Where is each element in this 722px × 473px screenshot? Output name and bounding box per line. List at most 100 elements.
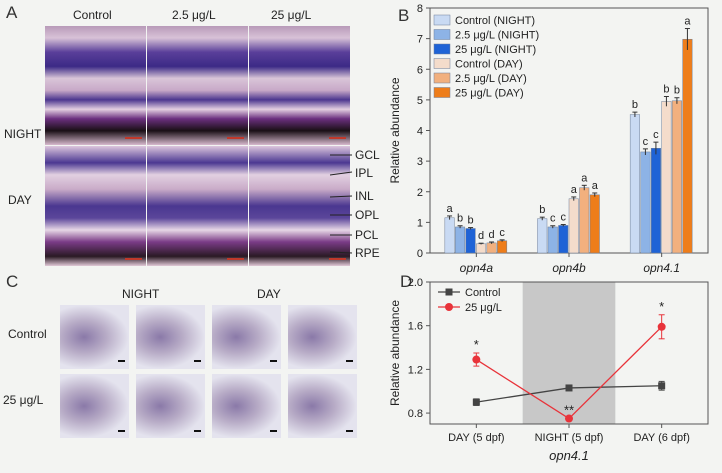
y-tick-label: 1.2: [408, 364, 423, 376]
legend-label: 25 μg/L (NIGHT): [455, 44, 536, 56]
larva-image-25-night-1: [60, 374, 129, 438]
scale-bar: [270, 360, 277, 362]
panel-a-row-label-day: DAY: [8, 193, 32, 207]
significance-letter: a: [684, 16, 691, 28]
y-tick-label: 0: [417, 248, 423, 260]
scale-bar: [346, 430, 353, 432]
larva-image-control-day-2: [288, 305, 357, 369]
scale-bar: [270, 430, 277, 432]
legend-swatch: [433, 72, 451, 84]
scale-bar: [329, 258, 346, 260]
significance-letter: b: [539, 204, 545, 216]
histology-day-25: [249, 146, 350, 266]
panel-c-col-label-day: DAY: [257, 287, 281, 301]
layer-label-inl: INL: [355, 189, 374, 203]
x-tick-label: opn4a: [460, 261, 494, 275]
bar: [444, 217, 455, 254]
legend: Control (NIGHT) 2.5 μg/L (NIGHT) 25 μg/L (…: [433, 14, 539, 100]
legend-swatch: [433, 87, 451, 98]
y-axis-ticks: 0.8 1.2 1.6 2.0: [408, 277, 430, 420]
histology-day-2.5: [147, 146, 248, 266]
significance-letter: c: [653, 129, 659, 141]
y-tick-label: 2.0: [408, 277, 423, 289]
panel-a-letter: A: [6, 3, 18, 22]
layer-label-gcl: GCL: [355, 148, 380, 162]
y-tick-label: 8: [417, 3, 423, 15]
significance-letter: b: [632, 99, 638, 111]
line-chart-opn4.1: 0.8 1.2 1.6 2.0 DAY (5 dpf) NIGHT (5 dpf) DAY…: [388, 277, 709, 463]
panel-c-row-label-control: Control: [8, 327, 47, 341]
significance-letter: a: [592, 180, 599, 192]
panel-d-letter: D: [400, 272, 413, 291]
bar: [465, 228, 476, 254]
scale-bar: [346, 360, 353, 362]
significance-letter: b: [663, 84, 669, 96]
legend-marker: [445, 288, 453, 296]
significance-letter: b: [674, 85, 680, 97]
x-axis-labels: opn4a opn4b opn4.1: [460, 253, 680, 275]
bar: [476, 243, 487, 254]
bar: [455, 226, 466, 254]
night-shaded-region: [522, 282, 616, 424]
histology-night-control: [45, 26, 146, 145]
significance-letter: c: [561, 212, 567, 224]
y-tick-label: 6: [417, 64, 423, 76]
layer-label-rpe: RPE: [355, 246, 380, 260]
x-axis-title: opn4.1: [549, 448, 589, 463]
significance-mark: **: [564, 403, 574, 418]
legend-marker: [445, 303, 453, 311]
y-axis-label: Relative abundance: [388, 300, 402, 406]
data-point: [565, 414, 573, 423]
bar: [640, 151, 651, 254]
scale-bar: [125, 137, 142, 139]
panel-b-letter: B: [398, 6, 410, 25]
larva-image-25-day-2: [288, 374, 357, 438]
significance-mark: *: [659, 299, 664, 314]
legend-swatch: [433, 43, 451, 55]
x-tick-label: DAY (5 dpf): [448, 432, 504, 444]
larva-image-25-day-1: [212, 374, 281, 438]
bar: [579, 187, 590, 254]
significance-letter: b: [468, 215, 474, 227]
y-tick-label: 5: [417, 95, 423, 107]
panel-c-col-label-night: NIGHT: [122, 287, 160, 301]
legend-label: 25 μg/L: [465, 302, 502, 314]
bar: [547, 226, 558, 254]
bar: [486, 242, 497, 254]
panel-a-col-label-2.5: 2.5 μg/L: [172, 8, 216, 22]
scale-bar: [329, 137, 346, 139]
layer-pointer-lines: [330, 154, 353, 254]
significance-letter: a: [447, 203, 454, 215]
data-point: [658, 382, 666, 390]
data-point: [472, 398, 480, 406]
bar: [558, 225, 569, 254]
panel-a-row-label-night: NIGHT: [4, 127, 42, 141]
y-tick-label: 3: [417, 156, 423, 168]
legend-swatch: [433, 14, 451, 26]
data-point: [472, 355, 481, 364]
significance-letter: c: [643, 136, 649, 148]
y-tick-label: 0.8: [408, 408, 423, 420]
larva-image-control-night-2: [136, 305, 205, 369]
bar: [650, 148, 661, 254]
data-point: [565, 384, 573, 392]
x-tick-label: DAY (6 dpf): [633, 432, 689, 444]
legend-label: Control: [465, 287, 500, 299]
y-tick-label: 1.6: [408, 321, 423, 333]
bar: [629, 114, 640, 254]
significance-letter: c: [550, 213, 556, 225]
significance-letter: d: [478, 230, 484, 242]
y-tick-label: 7: [417, 34, 423, 46]
histology-night-25: [249, 26, 350, 145]
x-axis-labels: DAY (5 dpf) NIGHT (5 dpf) DAY (6 dpf): [448, 424, 690, 444]
scale-bar: [227, 258, 244, 260]
legend-label: 2.5 μg/L (DAY): [455, 73, 527, 85]
significance-letter: a: [571, 184, 578, 196]
bar: [661, 101, 672, 254]
y-tick-label: 2: [417, 187, 423, 199]
significance-letter: a: [581, 172, 588, 184]
x-tick-label: opn4.1: [643, 261, 680, 275]
legend-label: 2.5 μg/L (NIGHT): [455, 30, 539, 42]
